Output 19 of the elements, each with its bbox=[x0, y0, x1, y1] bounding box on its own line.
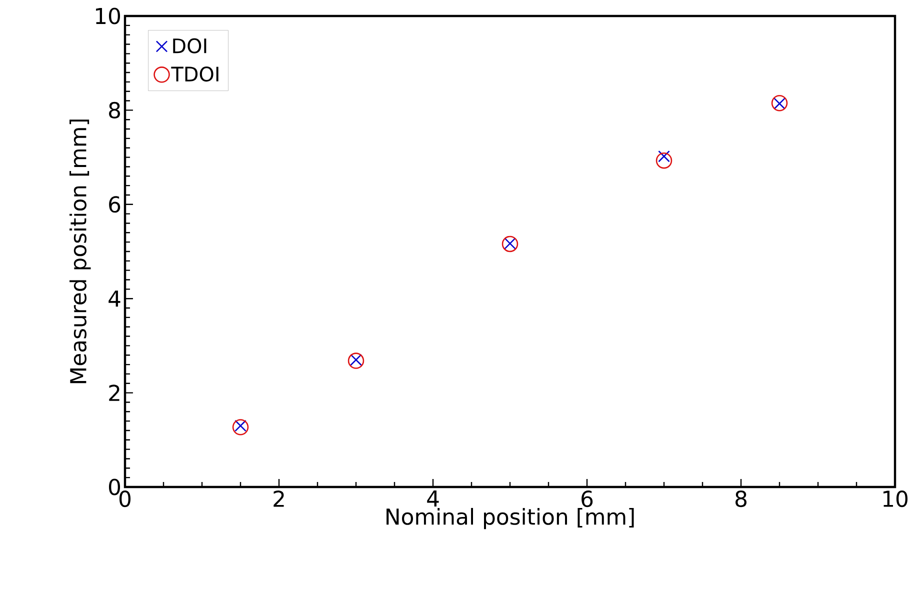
x-tick-label: 4 bbox=[427, 490, 439, 506]
y-tick-label: 0 bbox=[108, 478, 120, 496]
y-tick-label: 6 bbox=[109, 196, 120, 213]
legend-label: TDOI bbox=[171, 66, 218, 82]
legend-label: DOI bbox=[173, 38, 206, 54]
y-tick-label: 10 bbox=[96, 8, 120, 24]
point bbox=[348, 352, 364, 369]
point bbox=[232, 419, 249, 436]
x-tick-label: 10 bbox=[883, 490, 908, 508]
x-tick-label: 6 bbox=[582, 490, 593, 508]
x-tick-label: 2 bbox=[274, 490, 284, 507]
y-tick-label: 4 bbox=[108, 290, 120, 307]
point bbox=[502, 236, 518, 252]
y-axis-title: Measured position [mm] bbox=[70, 120, 91, 384]
point bbox=[656, 152, 672, 169]
y-tick-label: 2 bbox=[109, 384, 120, 401]
y-tick-label: 8 bbox=[109, 102, 120, 118]
x-tick-label: 8 bbox=[736, 490, 746, 508]
x-axis-title: Nominal position [mm] bbox=[386, 508, 634, 530]
